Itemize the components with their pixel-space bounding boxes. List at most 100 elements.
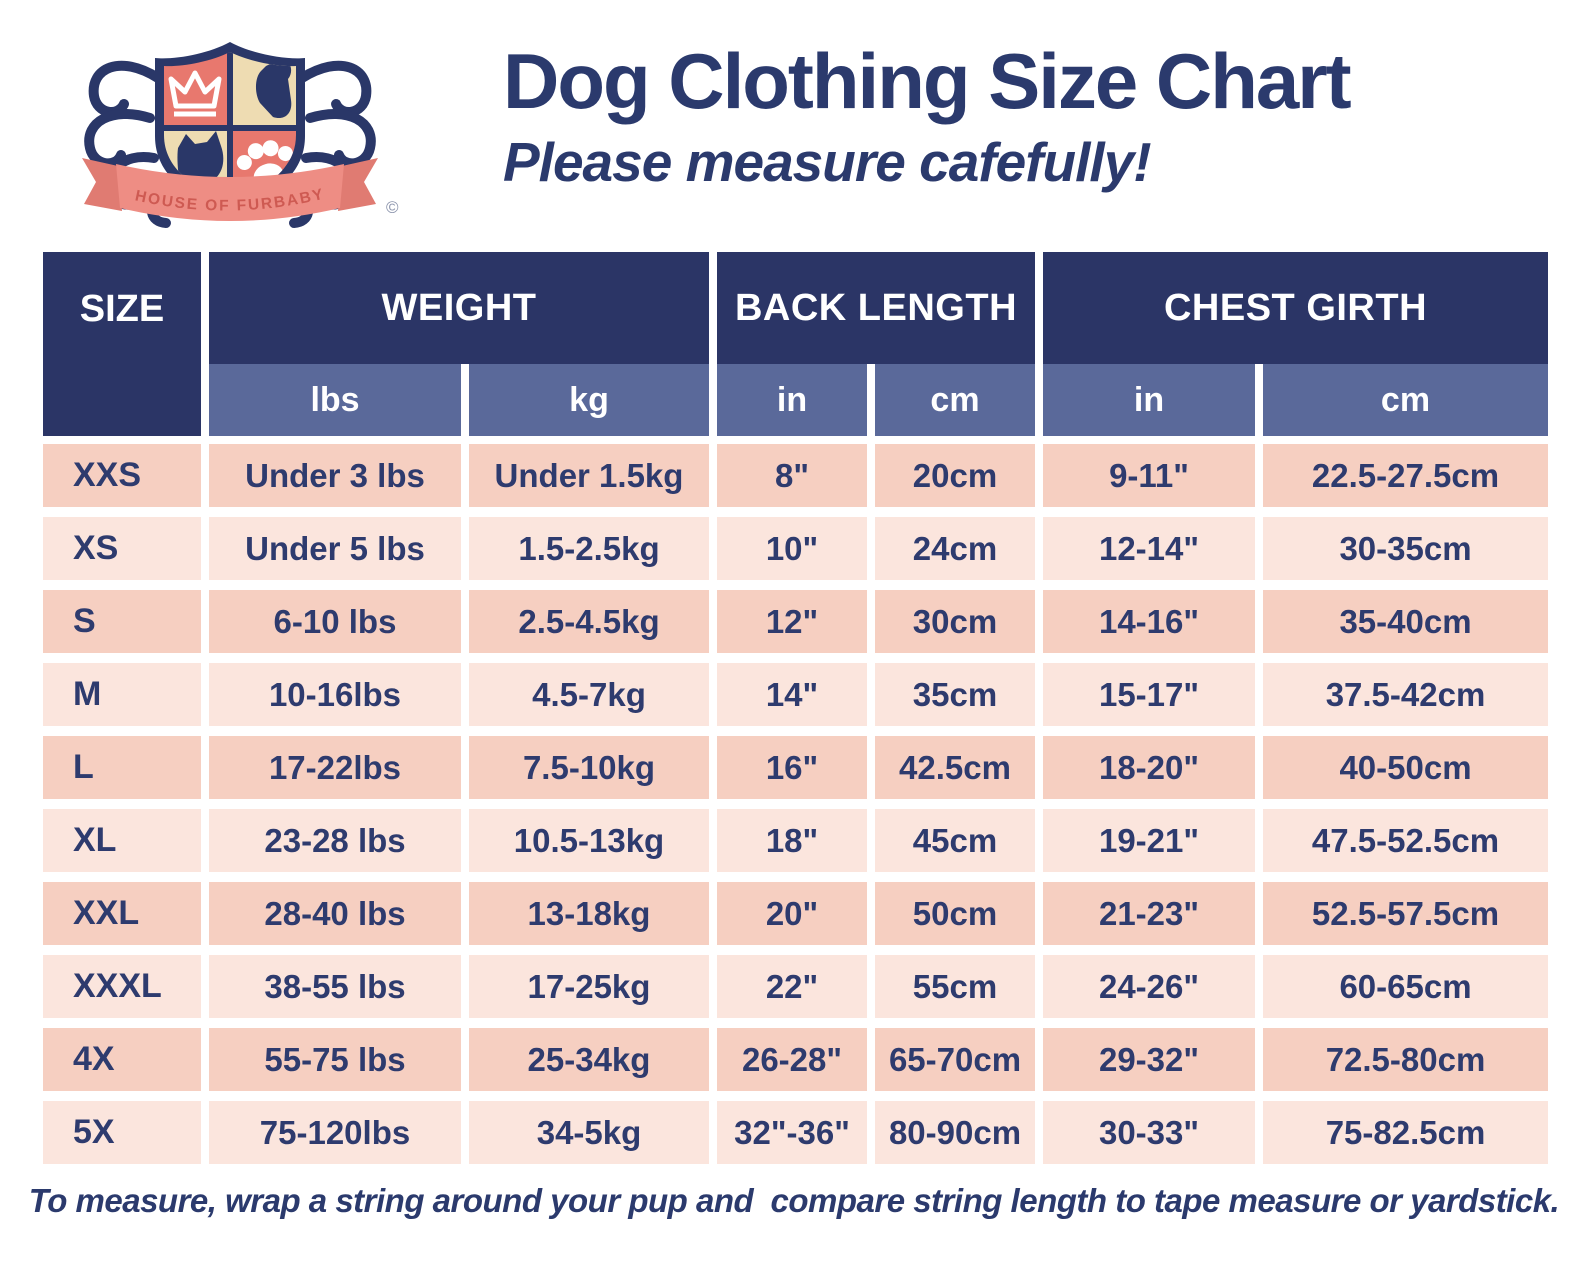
cell-chest-cm: 72.5-80cm (1263, 1028, 1548, 1091)
subheader-weight-lbs: lbs (209, 364, 461, 436)
subheader-back-cm: cm (875, 364, 1035, 436)
cell-back-cm: 42.5cm (875, 736, 1035, 799)
cell-size: L (43, 736, 201, 799)
cell-weight-lbs: Under 5 lbs (209, 517, 461, 580)
cell-size: 4X (43, 1028, 201, 1091)
cell-back-in: 14" (717, 663, 867, 726)
cell-size: XXXL (43, 955, 201, 1018)
table-row: S 6-10 lbs 2.5-4.5kg 12" 30cm 14-16" 35-40cm (43, 590, 1548, 653)
page-header: HOUSE OF FURBABY © Dog Clothing Size Cha… (0, 0, 1588, 252)
cell-back-cm: 30cm (875, 590, 1035, 653)
table-row: XS Under 5 lbs 1.5-2.5kg 10" 24cm 12-14" 30-35… (43, 517, 1548, 580)
cell-chest-in: 15-17" (1043, 663, 1255, 726)
crown-icon (168, 70, 222, 117)
cell-chest-in: 24-26" (1043, 955, 1255, 1018)
table-row: XXXL 38-55 lbs 17-25kg 22" 55cm 24-26" 60-65cm (43, 955, 1548, 1018)
dog-icon (255, 58, 292, 119)
table-row: 5X 75-120lbs 34-5kg 32"-36" 80-90cm 30-33" 75-… (43, 1101, 1548, 1164)
cell-chest-in: 21-23" (1043, 882, 1255, 945)
cell-size: S (43, 590, 201, 653)
cell-size: 5X (43, 1101, 201, 1164)
cell-chest-cm: 52.5-57.5cm (1263, 882, 1548, 945)
cell-chest-cm: 47.5-52.5cm (1263, 809, 1548, 872)
cell-back-in: 12" (717, 590, 867, 653)
cell-weight-lbs: 55-75 lbs (209, 1028, 461, 1091)
cell-weight-kg: 13-18kg (469, 882, 709, 945)
cell-back-cm: 35cm (875, 663, 1035, 726)
column-header-size: SIZE (43, 252, 201, 436)
copyright-icon: © (386, 198, 399, 217)
cell-size: M (43, 663, 201, 726)
cell-weight-lbs: 6-10 lbs (209, 590, 461, 653)
cell-chest-cm: 35-40cm (1263, 590, 1548, 653)
cell-size: XS (43, 517, 201, 580)
cell-weight-kg: Under 1.5kg (469, 444, 709, 507)
house-of-furbaby-logo: HOUSE OF FURBABY © (82, 42, 399, 228)
cell-size: XXL (43, 882, 201, 945)
cell-size: XXS (43, 444, 201, 507)
table-row: 4X 55-75 lbs 25-34kg 26-28" 65-70cm 29-32" 72.… (43, 1028, 1548, 1091)
cell-back-in: 20" (717, 882, 867, 945)
table-row: XXS Under 3 lbs Under 1.5kg 8" 20cm 9-11" 22.5… (43, 444, 1548, 507)
size-chart-table: SIZE WEIGHT BACK LENGTH CHEST GIRTH lbs … (43, 252, 1548, 1164)
cell-back-cm: 45cm (875, 809, 1035, 872)
table-row: XXL 28-40 lbs 13-18kg 20" 50cm 21-23" 52.5-57.… (43, 882, 1548, 945)
cell-back-in: 18" (717, 809, 867, 872)
cell-weight-lbs: 75-120lbs (209, 1101, 461, 1164)
column-header-chest-girth: CHEST GIRTH (1043, 252, 1548, 364)
subheader-chest-cm: cm (1263, 364, 1548, 436)
cell-chest-cm: 75-82.5cm (1263, 1101, 1548, 1164)
cell-chest-cm: 37.5-42cm (1263, 663, 1548, 726)
cell-weight-kg: 10.5-13kg (469, 809, 709, 872)
cell-weight-kg: 25-34kg (469, 1028, 709, 1091)
cell-back-in: 10" (717, 517, 867, 580)
column-header-back-length: BACK LENGTH (717, 252, 1035, 364)
table-row: L 17-22lbs 7.5-10kg 16" 42.5cm 18-20" 40-50cm (43, 736, 1548, 799)
cell-chest-in: 9-11" (1043, 444, 1255, 507)
cell-back-cm: 20cm (875, 444, 1035, 507)
cell-weight-lbs: 28-40 lbs (209, 882, 461, 945)
page-subtitle: Please measure cafefully! (503, 131, 1152, 193)
cell-weight-lbs: Under 3 lbs (209, 444, 461, 507)
table-header: SIZE WEIGHT BACK LENGTH CHEST GIRTH lbs … (43, 252, 1548, 436)
cell-back-in: 26-28" (717, 1028, 867, 1091)
cell-weight-lbs: 38-55 lbs (209, 955, 461, 1018)
cell-size: XL (43, 809, 201, 872)
cell-back-in: 22" (717, 955, 867, 1018)
cell-chest-cm: 40-50cm (1263, 736, 1548, 799)
ribbon-banner: HOUSE OF FURBABY (82, 158, 378, 221)
column-header-weight: WEIGHT (209, 252, 709, 364)
cell-back-cm: 50cm (875, 882, 1035, 945)
subheader-weight-kg: kg (469, 364, 709, 436)
cell-chest-in: 19-21" (1043, 809, 1255, 872)
cell-weight-kg: 7.5-10kg (469, 736, 709, 799)
cell-weight-kg: 1.5-2.5kg (469, 517, 709, 580)
cell-back-cm: 24cm (875, 517, 1035, 580)
cell-weight-lbs: 17-22lbs (209, 736, 461, 799)
page-title: Dog Clothing Size Chart (503, 37, 1352, 125)
cell-back-cm: 55cm (875, 955, 1035, 1018)
cell-weight-kg: 17-25kg (469, 955, 709, 1018)
cell-weight-lbs: 10-16lbs (209, 663, 461, 726)
subheader-back-in: in (717, 364, 867, 436)
cell-chest-in: 14-16" (1043, 590, 1255, 653)
cell-weight-lbs: 23-28 lbs (209, 809, 461, 872)
cell-weight-kg: 4.5-7kg (469, 663, 709, 726)
cell-back-cm: 65-70cm (875, 1028, 1035, 1091)
cell-chest-cm: 60-65cm (1263, 955, 1548, 1018)
cell-chest-in: 12-14" (1043, 517, 1255, 580)
table-row: XL 23-28 lbs 10.5-13kg 18" 45cm 19-21" 47.5-52… (43, 809, 1548, 872)
subheader-chest-in: in (1043, 364, 1255, 436)
cell-chest-in: 18-20" (1043, 736, 1255, 799)
table-row: M 10-16lbs 4.5-7kg 14" 35cm 15-17" 37.5-42cm (43, 663, 1548, 726)
cell-back-in: 32"-36" (717, 1101, 867, 1164)
cell-back-in: 16" (717, 736, 867, 799)
table-body: XXS Under 3 lbs Under 1.5kg 8" 20cm 9-11" 22.5… (43, 444, 1548, 1164)
cell-chest-in: 29-32" (1043, 1028, 1255, 1091)
cell-weight-kg: 34-5kg (469, 1101, 709, 1164)
cell-chest-in: 30-33" (1043, 1101, 1255, 1164)
cell-back-in: 8" (717, 444, 867, 507)
measuring-instructions: To measure, wrap a string around your pu… (28, 1182, 1560, 1219)
cell-chest-cm: 22.5-27.5cm (1263, 444, 1548, 507)
cell-back-cm: 80-90cm (875, 1101, 1035, 1164)
